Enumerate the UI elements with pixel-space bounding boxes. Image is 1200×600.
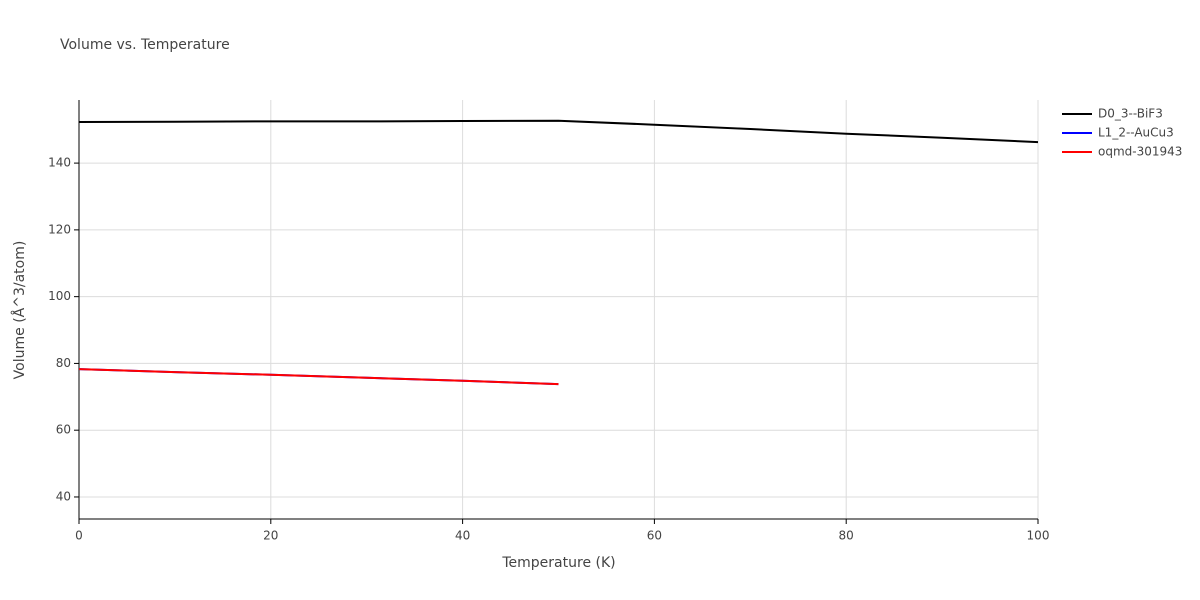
x-tick-label: 100 [1027,529,1050,543]
legend-label: D0_3--BiF3 [1098,107,1163,121]
x-axis-label: Temperature (K) [501,555,615,571]
legend-label: oqmd-301943 [1098,145,1182,159]
x-tick-label: 0 [75,529,83,543]
x-tick-label: 80 [839,529,854,543]
series-line [78,119,1039,144]
x-tick-label: 60 [647,529,662,543]
x-tick-label: 40 [455,529,470,543]
legend-label: L1_2--AuCu3 [1098,126,1174,140]
y-tick-label: 60 [56,423,71,437]
y-tick-label: 140 [48,156,71,170]
series-line [78,368,559,386]
y-tick-label: 120 [48,222,71,236]
y-axis-label: Volume (Å^3/atom) [11,241,28,380]
chart-title: Volume vs. Temperature [60,37,230,53]
y-tick-label: 100 [48,289,71,303]
x-tick-label: 20 [263,529,278,543]
y-tick-label: 80 [56,356,71,370]
y-tick-label: 40 [56,489,71,503]
